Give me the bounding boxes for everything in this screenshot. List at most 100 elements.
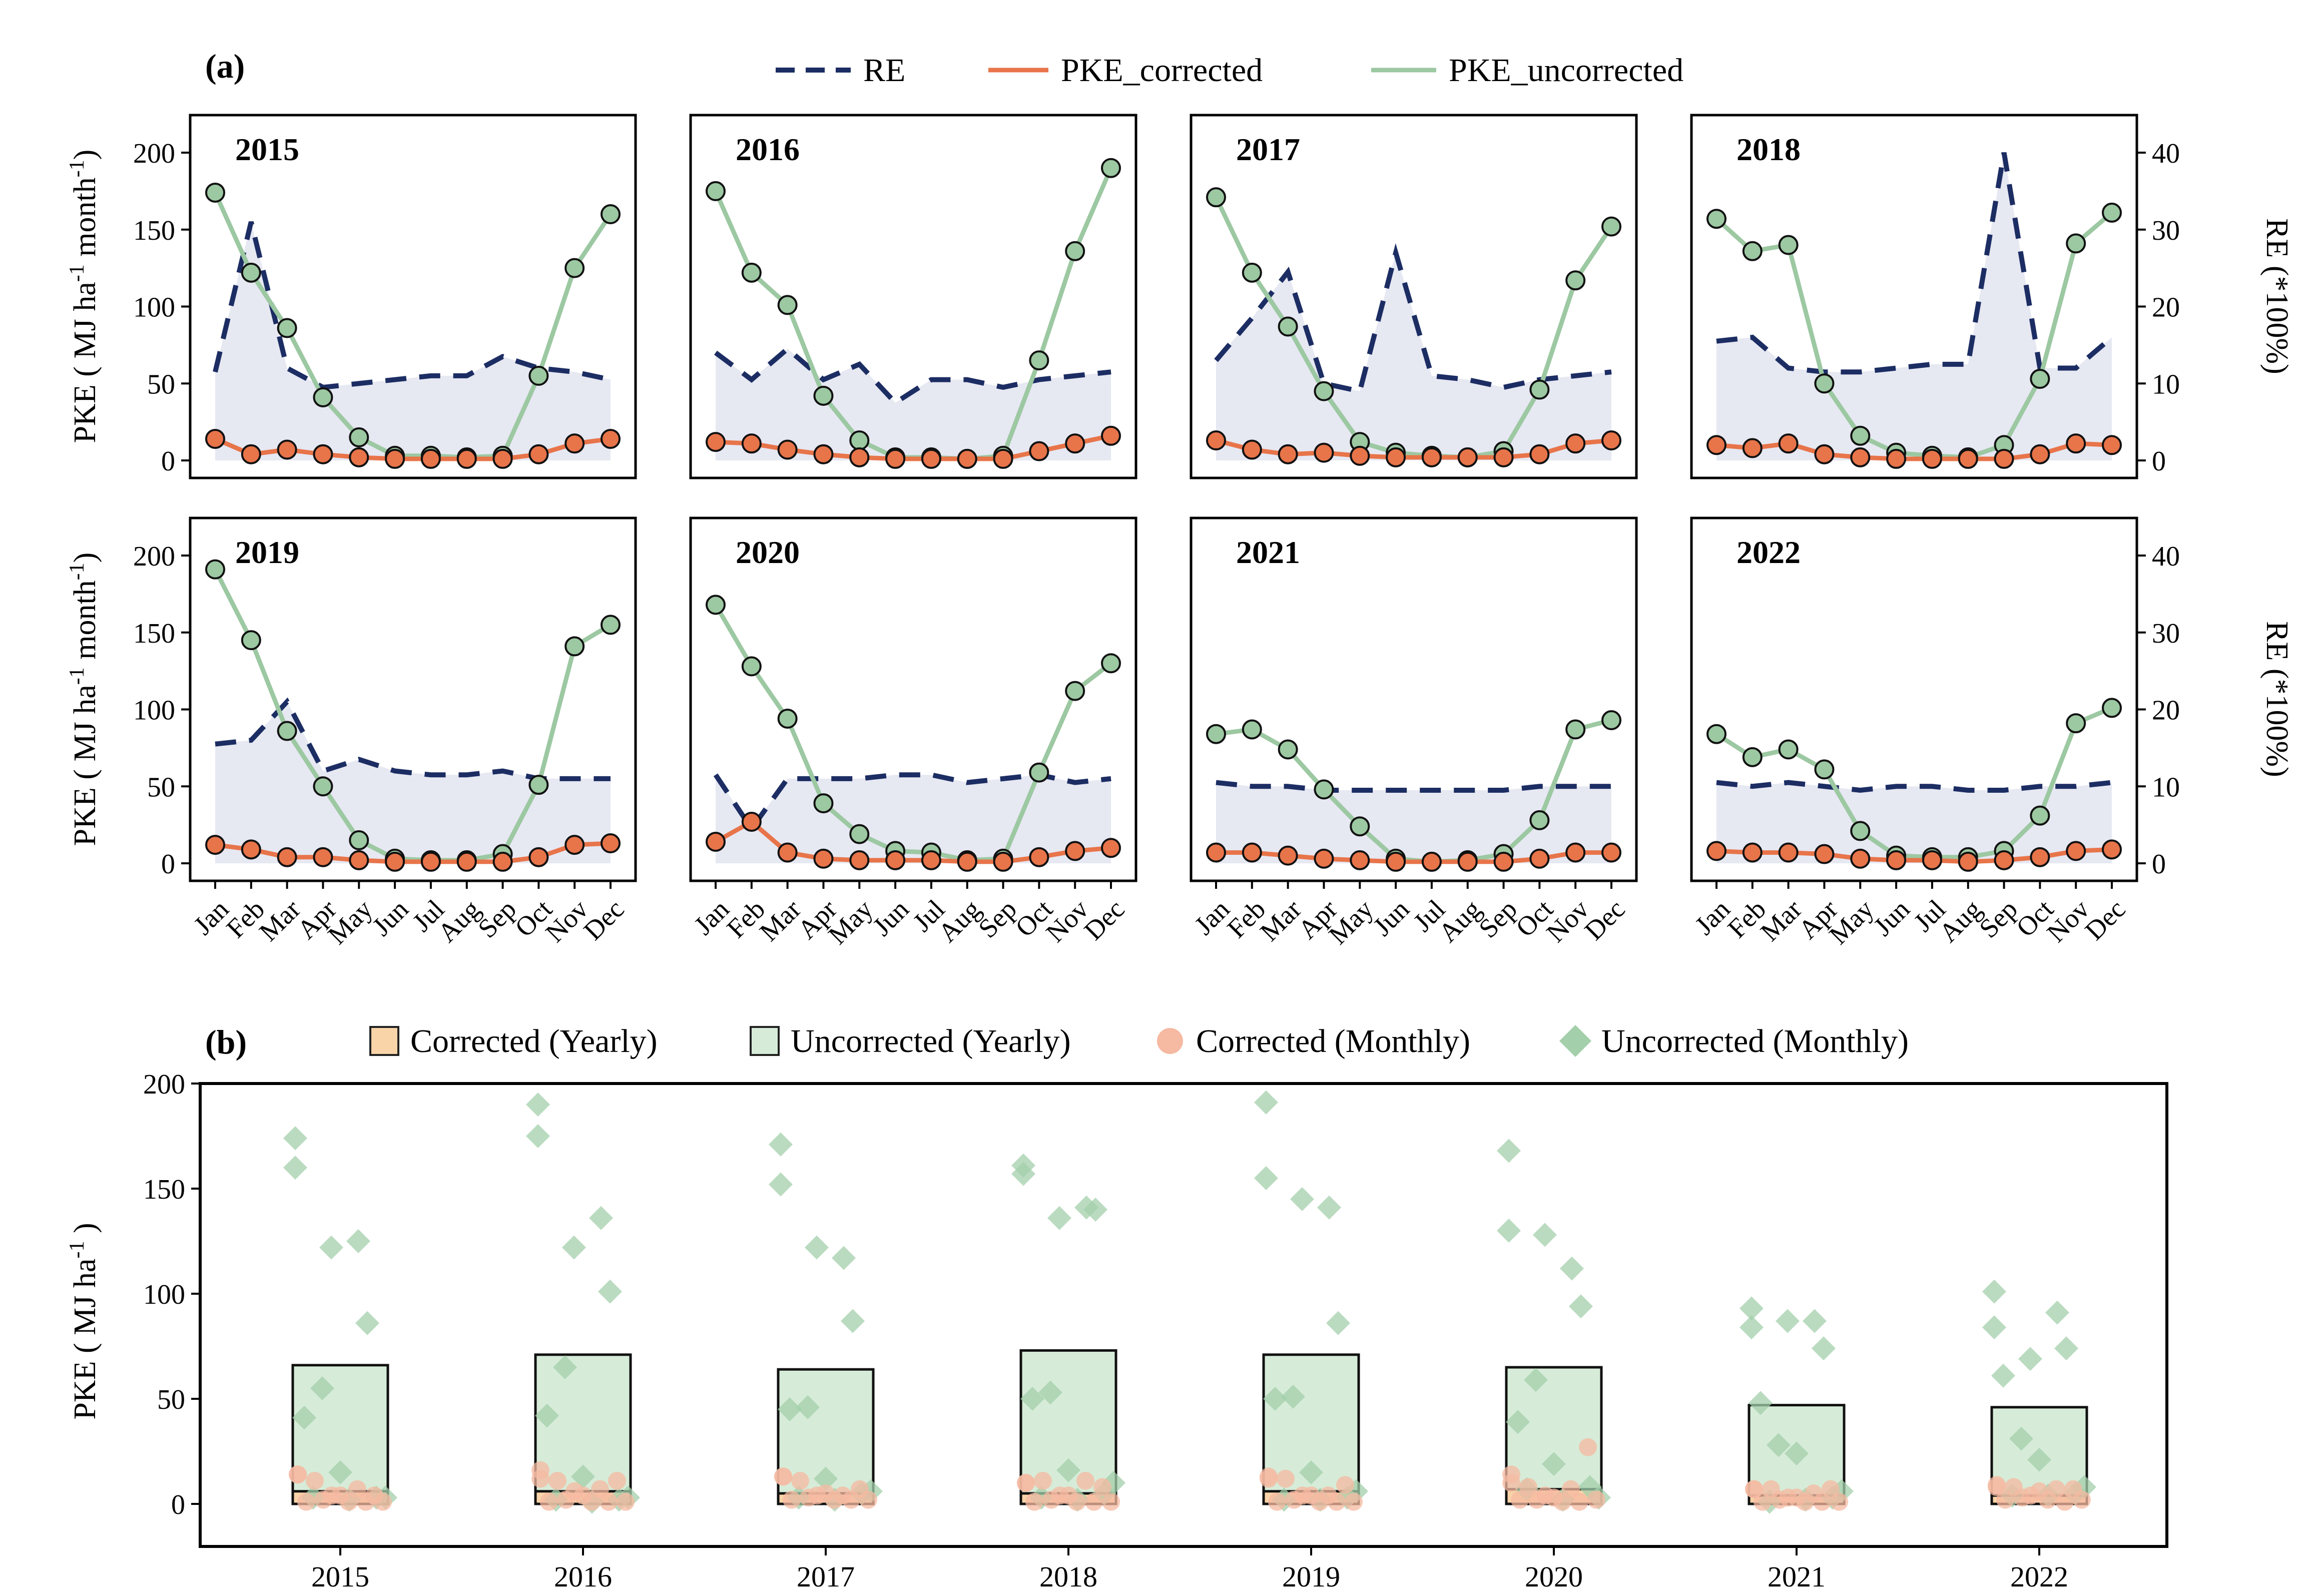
corrected-monthly-point [1311,1492,1329,1511]
corrected-monthly-point [1570,1492,1588,1511]
corrected-monthly-point [1822,1480,1840,1498]
corrected-monthly-point [774,1467,792,1486]
panel-2019: 2019050100150200JanFebMarAprMayJunJulAug… [133,516,637,950]
y-axis-title-left-row1-part: PKE ( MJ ha [68,282,102,443]
panel-b-label: (b) [205,1023,247,1061]
uncorrected-point [1065,681,1085,701]
corrected-point [957,851,977,872]
corrected-monthly-point [1260,1467,1278,1486]
corrected-point [2066,841,2086,861]
corrected-monthly-point [1988,1476,2006,1494]
corrected-point [1350,445,1370,466]
y-axis-title-left-row1: PKE ( MJ ha-1 month-1) [66,150,102,443]
corrected-monthly-point [1536,1486,1554,1505]
uncorrected-monthly-point [1803,1309,1827,1333]
uncorrected-monthly-point [283,1156,307,1180]
uncorrected-monthly-point [1317,1195,1341,1220]
re-line [213,221,612,390]
uncorrected-point [2066,233,2086,254]
panel-frame [1690,516,2138,882]
re-line [1716,152,2114,375]
uncorrected-point [277,318,297,338]
uncorrected-point [777,708,798,729]
uncorrected-point [1278,739,1298,760]
corrected-point [1421,447,1442,467]
y-tick-label-right: 30 [2152,215,2180,246]
corrected-point [1206,430,1226,451]
uncorrected-point [849,824,870,844]
uncorrected-monthly-point [1982,1279,2006,1304]
corrected-point [1242,439,1262,460]
uncorrected-monthly-point [1767,1433,1791,1457]
x-tick-label: 2019 [1282,1560,1340,1593]
y-tick-label-right: 40 [2152,541,2180,572]
uncorrected-monthly-point [1749,1391,1773,1415]
corrected-monthly-point [306,1471,324,1490]
panel-year-label: 2022 [1737,535,1801,570]
corrected-point [2102,839,2122,860]
month-tick-label: Dec [1579,894,1631,946]
y-tick-label-right: 20 [2152,695,2180,726]
panel-year-label: 2016 [736,132,800,167]
uncorrected-point [1206,187,1226,208]
corrected-monthly-point [340,1492,358,1511]
uncorrected-point [1850,821,1871,841]
corrected-monthly-point [1813,1492,1831,1511]
y-tick-label-right: 0 [2152,446,2166,477]
uncorrected-monthly-point [1263,1387,1287,1411]
uncorrected-monthly-point [1991,1363,2015,1388]
legend-label: PKE_corrected [1061,52,1263,89]
uncorrected-monthly-point [1542,1452,1566,1476]
uncorrected-monthly-point [571,1464,595,1489]
uncorrected-point [1314,381,1334,401]
uncorrected-point [1565,719,1586,740]
uncorrected-point [1065,241,1085,261]
corrected-point [1814,844,1835,864]
corrected-monthly-point [1025,1492,1043,1511]
corrected-point [2102,435,2122,455]
uncorrected-point [1814,373,1835,394]
legend-label: Corrected (Yearly) [410,1023,658,1059]
panel-2016: 2016 [689,114,1137,479]
uncorrected-point [741,656,762,677]
panel-b-frame [199,1082,2168,1548]
corrected-point [1386,447,1406,467]
legend-corrected-monthly-swatch [1157,1028,1183,1054]
corrected-point [456,448,477,469]
uncorrected-point [2030,805,2050,826]
uncorrected-point [1601,710,1621,731]
corrected-point [1850,848,1871,869]
corrected-monthly-point [2073,1490,2091,1509]
month-tick-label: Jun [867,894,914,941]
corrected-point [564,835,585,855]
uncorrected-monthly-point [1812,1336,1836,1361]
uncorrected-monthly-point [562,1235,586,1260]
corrected-point [1101,838,1121,858]
uncorrected-monthly-point [526,1124,550,1148]
legend-a: RE PKE_corrected PKE_uncorrected [776,52,1683,89]
corrected-monthly-point [2056,1492,2074,1511]
corrected-point [492,448,513,469]
corrected-monthly-point [548,1471,566,1490]
corrected-point [385,851,405,872]
corrected-point [1601,430,1621,451]
panel-frame [689,114,1137,479]
corrected-monthly-point [591,1480,609,1498]
corrected-monthly-point [1051,1486,1069,1505]
y-tick-label-left: 100 [133,292,175,323]
corrected-point [349,447,369,467]
month-tick-label: Jun [366,894,414,941]
y-axis-title-left-row2-part: ) [68,553,102,563]
re-area [215,702,611,863]
uncorrected-monthly-point [841,1309,865,1333]
legend-label: Uncorrected (Yearly) [791,1023,1071,1059]
corrected-monthly-point [1085,1492,1103,1511]
y-axis-title-right-row1: RE (*100%) [2260,218,2294,374]
uncorrected-monthly-point [1074,1195,1098,1220]
y-axis-title: PKE ( MJ ha-1 ) [66,1223,102,1419]
corrected-monthly-point [1779,1488,1797,1507]
corrected-point [1206,842,1226,863]
corrected-monthly-point [531,1461,549,1479]
corrected-point [1706,435,1726,455]
y-axis-title-part: -1 [66,1241,89,1259]
